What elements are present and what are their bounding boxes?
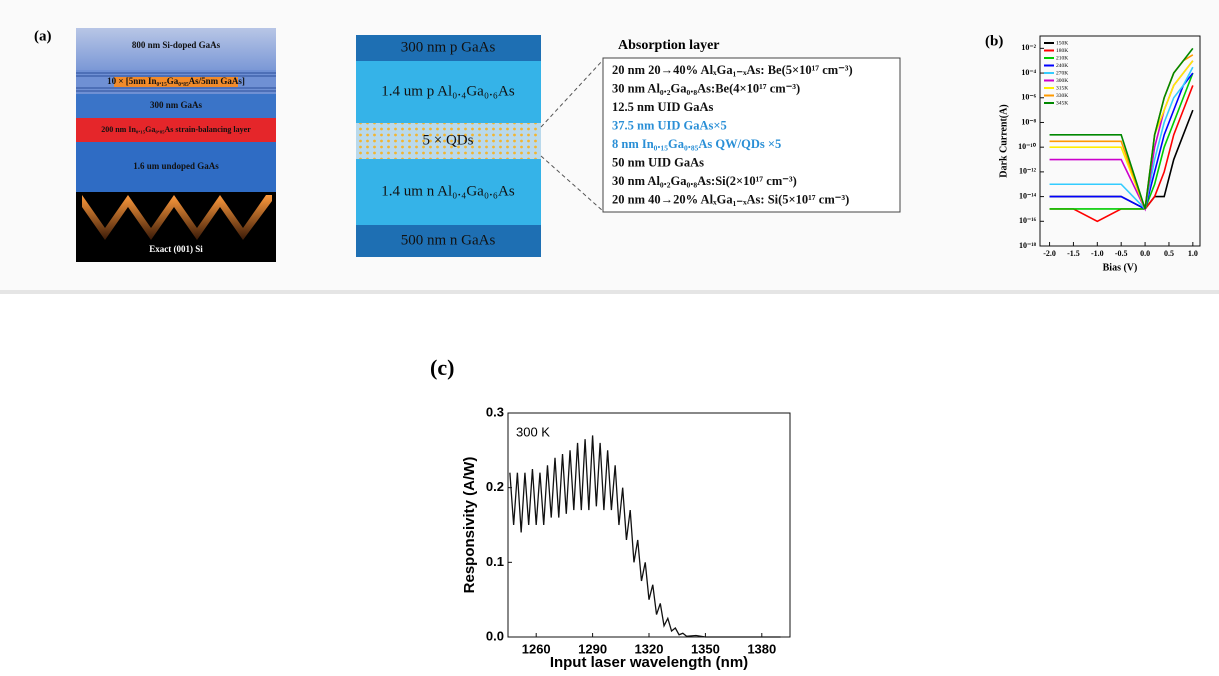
plot-frame [507,412,791,638]
y-tick-label: 10⁻¹⁸ [1019,241,1037,250]
panel-label: (a) [34,28,52,44]
y-tick-label: 0.2 [486,479,504,494]
plot-frame [1039,35,1201,247]
legend-label: 270K [1056,70,1068,76]
legend-label: 180K [1056,48,1068,54]
x-tick-label: -1.5 [1067,249,1080,258]
y-tick-label: 10⁻⁸ [1021,117,1036,126]
layer-label: Exact (001) Si [149,244,203,254]
legend-label: 315K [1056,85,1068,91]
y-tick-label: 10⁻² [1021,43,1036,52]
layer [356,159,541,225]
y-tick-label: 10⁻⁴ [1021,68,1036,77]
data-line [509,435,781,638]
y-tick-label: 0.1 [486,554,504,569]
absorption-line: 8 nm In₀.₁₅Ga₀.₈₅As QW/QDs ×5 [612,137,781,151]
legend-label: 150K [1056,40,1068,46]
stripes [76,72,276,92]
legend-label: 345K [1056,100,1068,106]
layer [356,61,541,123]
layer [76,94,276,118]
v-grooves [82,195,272,240]
y-tick-label: 10⁻¹⁰ [1018,142,1037,151]
absorption-line: 30 nm Al₀.₂Ga₀.₈As:Si(2×10¹⁷ cm⁻³) [612,174,797,188]
y-axis-label: Responsivity (A/W) [461,457,478,594]
legend-label: 210K [1056,55,1068,61]
absorption-line: 20 nm 20→40% AlₓGa₁₋ₓAs: Be(5×10¹⁷ cm⁻³) [612,63,853,77]
x-tick-label: 1350 [691,641,720,656]
y-tick-label: 0.0 [486,628,504,643]
layer [76,142,276,192]
y-tick-label: 0.3 [486,404,504,419]
data-line [1049,72,1194,211]
data-line [1049,72,1194,210]
absorption-line: 20 nm 40→20% AlₓGa₁₋ₓAs: Si(5×10¹⁷ cm⁻³) [612,192,849,206]
layer-label: 300 nm p GaAs [401,39,496,55]
y-tick-label: 10⁻¹⁶ [1019,216,1037,225]
data-line [1049,85,1194,223]
layer [356,35,541,61]
qd-dots [356,123,541,159]
absorption-title: Absorption layer [618,38,720,53]
x-tick-label: -0.5 [1115,249,1128,258]
layer-label-box [114,77,238,87]
layer-label: 200 nm In₀.₁₅Ga₀.₈₅As strain-balancing l… [101,125,251,134]
x-tick-label: 1290 [578,641,607,656]
legend-label: 240K [1056,63,1068,69]
absorption-line: 37.5 nm UID GaAs×5 [612,118,727,132]
layer [356,225,541,257]
zoom-line [540,59,604,128]
absorption-line: 30 nm Al₀.₂Ga₀.₈As:Be(4×10¹⁷ cm⁻³) [612,81,800,95]
layer-label: 500 nm n GaAs [401,232,496,248]
layer [76,118,276,142]
legend-label: 330K [1056,93,1068,99]
x-tick-label: 1320 [635,641,664,656]
x-tick-label: 0.0 [1140,249,1150,258]
x-tick-label: 0.5 [1164,249,1174,258]
x-tick-label: 1.0 [1188,249,1198,258]
layer-label: 800 nm Si-doped GaAs [132,40,221,50]
absorption-line: 50 nm UID GaAs [612,155,704,169]
layer [76,28,276,70]
layer-label: 300 nm GaAs [150,100,203,110]
layer-label: 5 × QDs [423,132,474,148]
absorption-line: 12.5 nm UID GaAs [612,100,714,114]
x-tick-label: -1.0 [1091,249,1104,258]
annotation: 300 K [516,424,550,439]
x-tick-label: 1260 [522,641,551,656]
data-line [1049,66,1194,211]
y-tick-label: 10⁻¹⁴ [1019,191,1037,200]
layer-label: 1.4 um p Al₀.₄Ga₀.₆As [381,83,515,99]
x-tick-label: -2.0 [1043,249,1056,258]
y-tick-label: 10⁻¹² [1019,167,1037,176]
panel-label: (b) [985,33,1003,49]
layer-label: 10 × [5nm In₀.₁₅Ga₀.₈₅As/5nm GaAs] [107,76,245,86]
x-tick-label: 1380 [747,641,776,656]
device-stack: 300 nm p GaAs 1.4 um p Al₀.₄Ga₀.₆As 5 × … [356,35,541,257]
x-axis-label: Bias (V) [1103,262,1138,273]
y-tick-label: 10⁻⁶ [1021,93,1036,102]
absorption-lines: 20 nm 20→40% AlₓGa₁₋ₓAs: Be(5×10¹⁷ cm⁻³)… [612,63,853,207]
y-axis-label: Dark Current(A) [998,104,1009,177]
layer-label: 1.4 um n Al₀.₄Ga₀.₆As [381,183,515,199]
data-line [1049,47,1194,210]
substrate-stack: 800 nm Si-doped GaAs 10 × [5nm In₀.₁₅Ga₀… [76,28,276,262]
absorption-box [602,57,901,213]
legend-label: 300K [1056,78,1068,84]
x-axis-label: Input laser wavelength (nm) [550,654,748,671]
layer-label: 1.6 um undoped GaAs [133,161,219,171]
panel-label: (c) [430,355,454,380]
